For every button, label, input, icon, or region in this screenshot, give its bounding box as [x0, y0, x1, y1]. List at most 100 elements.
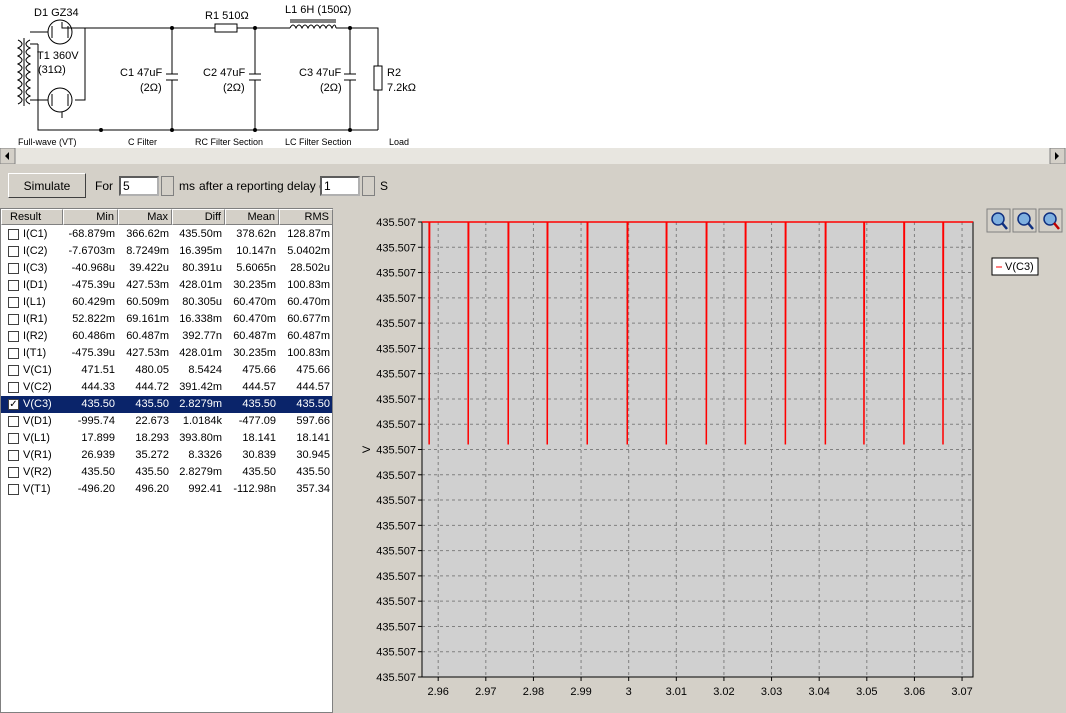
value-cell: 8.5424: [188, 364, 222, 376]
value-cell: 60.509m: [126, 296, 169, 308]
column-header[interactable]: RMS: [279, 209, 333, 225]
y-tick-label: 435.507: [376, 369, 416, 381]
component-label: C1 47uF: [120, 67, 162, 79]
name-cell: I(L1): [23, 296, 46, 308]
checkbox[interactable]: [8, 263, 19, 274]
checkbox[interactable]: [8, 382, 19, 393]
value-cell: 69.161m: [126, 313, 169, 325]
value-cell: 8.3326: [188, 449, 222, 461]
y-tick-label: 435.507: [376, 445, 416, 457]
component-label: C2 47uF: [203, 67, 245, 79]
spinner[interactable]: [362, 176, 375, 196]
x-tick-label: 3.02: [713, 686, 734, 698]
checkbox[interactable]: [8, 365, 19, 376]
results-table: Result Min Max Diff Mean RMS I(C1) -68.879m 366.…: [0, 208, 333, 713]
x-tick-label: 3.01: [666, 686, 687, 698]
checkbox[interactable]: [8, 433, 19, 444]
y-tick-label: 435.507: [376, 621, 416, 633]
y-tick-label: 435.507: [376, 495, 416, 507]
label: S: [380, 179, 389, 193]
checkbox[interactable]: [8, 331, 19, 342]
value-cell: 39.422u: [129, 262, 169, 274]
y-tick-label: 435.507: [376, 268, 416, 280]
checkbox[interactable]: ✓: [8, 399, 19, 410]
zoom-button[interactable]: [1038, 208, 1063, 233]
checkbox[interactable]: [8, 229, 19, 240]
value-cell: 435.50m: [179, 228, 222, 240]
column-header[interactable]: Min: [63, 209, 118, 225]
value-cell: 35.272: [135, 449, 169, 461]
zoom-button[interactable]: [986, 208, 1011, 233]
value-cell: -112.98n: [233, 483, 276, 495]
column-header[interactable]: Diff: [172, 209, 225, 225]
label: after a reporting delay of: [199, 179, 330, 193]
junction-dots: [99, 26, 352, 132]
section-label: RC Filter Section: [195, 137, 263, 147]
component-value: (2Ω): [320, 82, 342, 94]
component-value: (2Ω): [140, 82, 162, 94]
legend-box: [991, 257, 1039, 276]
name-cell: V(R1): [23, 449, 52, 461]
column-header[interactable]: Mean: [225, 209, 279, 225]
checkbox[interactable]: [8, 280, 19, 291]
checkbox[interactable]: [8, 348, 19, 359]
value-cell: 428.01m: [179, 279, 222, 291]
value-cell: 60.487m: [126, 330, 169, 342]
value-cell: 428.01m: [179, 347, 222, 359]
column-header[interactable]: Result: [1, 209, 63, 225]
value-cell: 10.147n: [236, 245, 276, 257]
y-tick-label: 435.507: [376, 318, 416, 330]
value-cell: 357.34: [296, 483, 330, 495]
checkbox[interactable]: [8, 450, 19, 461]
value-cell: 60.470m: [287, 296, 330, 308]
section-label: Load: [389, 137, 409, 147]
checkbox[interactable]: [8, 467, 19, 478]
value-cell: -68.879m: [68, 228, 115, 240]
value-cell: 52.822m: [72, 313, 115, 325]
horizontal-scrollbar[interactable]: [0, 148, 1066, 164]
value-cell: 366.62m: [126, 228, 169, 240]
component-label: D1 GZ34: [34, 7, 79, 19]
y-tick-label: 435.507: [376, 242, 416, 254]
value-cell: 60.487m: [287, 330, 330, 342]
value-cell: 1.0184k: [182, 415, 222, 427]
y-tick-label: 435.507: [376, 571, 416, 583]
value-cell: 5.6065n: [236, 262, 276, 274]
value-cell: 444.72: [135, 381, 169, 393]
value-cell: 128.87m: [287, 228, 330, 240]
delay-input[interactable]: 1: [320, 176, 360, 196]
y-tick-label: 435.507: [376, 394, 416, 406]
checkbox[interactable]: [8, 416, 19, 427]
value-cell: 496.20: [135, 483, 169, 495]
name-cell: I(T1): [23, 347, 47, 359]
checkbox[interactable]: [8, 297, 19, 308]
checkbox[interactable]: [8, 484, 19, 495]
value-cell: 435.50: [242, 466, 276, 478]
x-tick-label: 2.98: [523, 686, 544, 698]
name-cell: I(C3): [23, 262, 48, 274]
table-row[interactable]: [1, 396, 332, 413]
label: For: [95, 179, 113, 193]
value-cell: 597.66: [296, 415, 330, 427]
checkbox[interactable]: [8, 246, 19, 257]
value-cell: 18.141: [296, 432, 330, 444]
value-cell: 17.899: [81, 432, 115, 444]
value-cell: 475.66: [296, 364, 330, 376]
y-tick-label: 435.507: [376, 520, 416, 532]
duration-input[interactable]: 5: [119, 176, 159, 196]
checkbox[interactable]: [8, 314, 19, 325]
label: ms: [179, 179, 195, 193]
zoom-button[interactable]: [1012, 208, 1037, 233]
value-cell: 60.470m: [233, 296, 276, 308]
column-header[interactable]: Max: [118, 209, 172, 225]
x-tick-label: 3.04: [808, 686, 829, 698]
y-tick-label: 435.507: [376, 343, 416, 355]
name-cell: V(T1): [23, 483, 51, 495]
spinner[interactable]: [161, 176, 174, 196]
value-cell: 28.502u: [290, 262, 330, 274]
simulate-button[interactable]: Simulate: [8, 173, 86, 198]
name-cell: V(L1): [23, 432, 50, 444]
value-cell: 992.41: [188, 483, 222, 495]
value-cell: -475.39u: [71, 279, 115, 291]
section-label: C Filter: [128, 137, 157, 147]
